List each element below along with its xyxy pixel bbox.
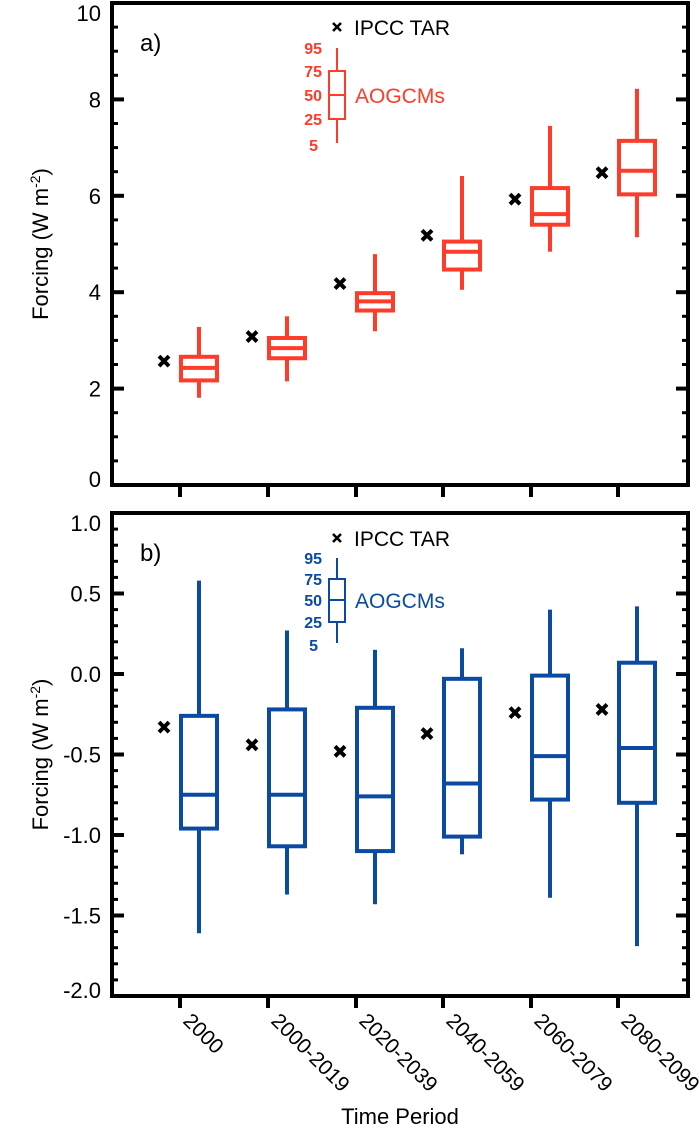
y-tick-label: 4 [89, 280, 101, 305]
legend-aogcm-label: AOGCMs [355, 85, 445, 108]
legend-percentile-label: 75 [304, 572, 322, 589]
ipcc-tar-marker [157, 354, 171, 368]
y-axis-title: Forcing (W m-2) [27, 679, 53, 831]
ipcc-tar-marker [333, 277, 347, 290]
x-axis-title: Time Period [341, 1104, 459, 1129]
x-tick-label: 2040-2059 [441, 1009, 528, 1096]
plot-frame [110, 1, 690, 487]
x-tick-labels: 2000 2000-2019 2020-2039 2040-2059 2060-2079… [178, 1009, 700, 1096]
ipcc-tar-marker [420, 727, 434, 740]
y-axis-title: Forcing (W m-2) [27, 168, 53, 320]
y-tick-label: -1.5 [63, 904, 101, 929]
y-tick-label: 0.0 [70, 662, 101, 687]
ipcc-tar-marker [245, 330, 259, 343]
box-iqr [442, 676, 482, 839]
box-iqr [530, 186, 570, 227]
panel-label: a) [140, 30, 161, 57]
y-tick-label: -1.0 [63, 823, 101, 848]
legend-ipcc-marker [332, 22, 342, 32]
legend-percentile-label: 50 [304, 88, 322, 105]
legend-percentile-label: 95 [304, 551, 322, 568]
legend-ipcc-label: IPCC TAR [354, 17, 450, 40]
x-tick-label: 2000-2019 [266, 1009, 353, 1096]
panel-a: 0 2 4 6 8 10 Forcing (W m-2) a) IPCC TAR 95 75 50 25… [27, 1, 690, 497]
legend-percentile-label: 75 [304, 64, 322, 81]
legend-percentile-label: 5 [309, 138, 318, 155]
box-iqr [530, 673, 570, 802]
x-tick-label: 2000 [178, 1009, 227, 1058]
legend-percentile-label: 95 [304, 41, 322, 58]
ipcc-tar-marker [420, 228, 434, 242]
x-tick-label: 2020-2039 [354, 1009, 441, 1096]
legend-ipcc-label: IPCC TAR [354, 528, 450, 551]
box-iqr [179, 713, 219, 831]
y-tick-label: 6 [89, 184, 101, 209]
legend-percentile-label: 25 [304, 112, 322, 129]
ipcc-tar-marker [245, 738, 259, 752]
y-tick-label: -0.5 [63, 743, 101, 768]
legend-ipcc-marker [332, 533, 342, 543]
legend-percentile-label: 25 [304, 615, 322, 632]
x-tick-label: 2060-2079 [529, 1009, 616, 1096]
ipcc-tar-marker [508, 192, 522, 206]
box-iqr [355, 705, 395, 854]
ipcc-tar-marker [595, 166, 609, 180]
y-tick-label: 1.0 [70, 511, 101, 536]
box-iqr [617, 138, 657, 197]
ipcc-tar-marker [157, 720, 171, 734]
y-tick-label: 10 [77, 1, 101, 26]
x-tick-label: 2080-2099 [616, 1009, 700, 1096]
box-iqr [267, 707, 307, 849]
ipcc-tar-marker [595, 703, 609, 716]
ipcc-tar-marker [333, 744, 347, 758]
y-tick-label: 2 [89, 377, 101, 402]
panel-label: b) [140, 540, 161, 567]
legend: IPCC TAR 95 75 50 25 5 AOGCMs [304, 17, 450, 155]
y-tick-label: 0.5 [70, 582, 101, 607]
y-tick-label: 0 [89, 467, 101, 492]
legend-percentile-label: 50 [304, 593, 322, 610]
y-tick-label: 8 [89, 87, 101, 112]
y-tick-label: -2.0 [63, 978, 101, 1003]
legend-percentile-label: 5 [309, 638, 318, 655]
box-iqr [617, 660, 657, 805]
legend-aogcm-label: AOGCMs [355, 590, 445, 613]
box-iqr [442, 239, 482, 272]
legend: IPCC TAR 95 75 50 25 5 AOGCMs [304, 528, 450, 655]
ipcc-tar-marker [508, 706, 522, 720]
panel-b: -2.0 -1.5 -1.0 -0.5 0.0 0.5 1.0 Forcing (W m-2)… [27, 511, 690, 1008]
